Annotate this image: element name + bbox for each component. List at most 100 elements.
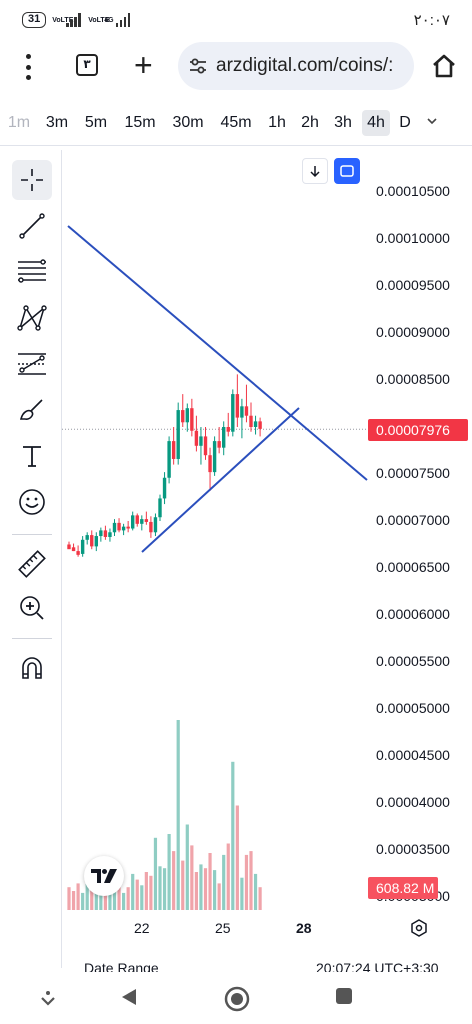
price-axis-label: 0.00007000 bbox=[376, 512, 450, 528]
pattern-icon[interactable] bbox=[12, 298, 52, 338]
candle-body bbox=[85, 535, 89, 540]
crosshair-icon[interactable] bbox=[12, 160, 52, 200]
volume-bar bbox=[76, 883, 80, 910]
candle-body bbox=[131, 515, 135, 529]
candle-body bbox=[171, 441, 176, 459]
network-type: 4G bbox=[104, 16, 114, 24]
candle-body bbox=[258, 421, 262, 429]
drawing-toolbar bbox=[0, 150, 62, 968]
volume-bar bbox=[71, 891, 76, 910]
fib-lines-icon[interactable] bbox=[12, 252, 52, 292]
menu-icon[interactable] bbox=[20, 54, 36, 80]
timeframe-2h[interactable]: 2h bbox=[301, 114, 319, 131]
browser-toolbar: ۳ + arzdigital.com/coins/: bbox=[0, 40, 472, 92]
candle-body bbox=[76, 551, 80, 555]
toolbar-divider bbox=[12, 638, 52, 639]
timeframe-15m[interactable]: 15m bbox=[124, 114, 156, 131]
volume-bar bbox=[103, 887, 107, 910]
candle-body bbox=[240, 406, 244, 418]
toolbar-divider bbox=[12, 534, 52, 535]
volume-bar bbox=[226, 843, 230, 910]
volume-bar bbox=[135, 879, 139, 910]
settings-icon[interactable] bbox=[410, 919, 428, 937]
candle-body bbox=[103, 530, 108, 537]
volume-bar bbox=[181, 860, 185, 910]
volume-bar bbox=[144, 872, 148, 910]
timeframe-3m[interactable]: 3m bbox=[45, 114, 69, 131]
ruler-icon[interactable] bbox=[12, 544, 52, 584]
current-price-tag: 0.00007976 bbox=[368, 419, 468, 441]
status-bar: 31 VoLTE VoLTE 4G ۲۰:۰۷ bbox=[0, 0, 472, 40]
candle-body bbox=[199, 436, 203, 446]
volume-bar bbox=[85, 879, 89, 910]
volume-bar bbox=[122, 892, 126, 910]
price-chart[interactable]: 0.00010500 0.00010000 0.00009500 0.00009000… bbox=[62, 150, 472, 968]
timeframe-1m[interactable]: 1m bbox=[7, 114, 31, 131]
timeframe-45m[interactable]: 45m bbox=[220, 114, 252, 131]
date-range-strip: Date Range 20:07:24 UTC+3:30 bbox=[62, 962, 472, 972]
candle-body bbox=[135, 515, 139, 524]
candle-body bbox=[67, 544, 71, 550]
volume-bar bbox=[199, 864, 203, 910]
fullscreen-button[interactable] bbox=[334, 158, 360, 184]
candle-body bbox=[203, 436, 208, 456]
new-tab-icon[interactable]: + bbox=[134, 47, 153, 83]
url-text: arzdigital.com/coins/: bbox=[216, 55, 394, 76]
clock: ۲۰:۰۷ bbox=[413, 12, 450, 29]
volume-bar bbox=[108, 889, 112, 910]
volume-bar bbox=[112, 877, 117, 910]
candle-body bbox=[94, 536, 98, 547]
recents-icon[interactable] bbox=[334, 986, 354, 1006]
candle-body bbox=[231, 394, 235, 432]
volume-bar bbox=[203, 868, 208, 910]
timeframe-d[interactable]: D bbox=[399, 114, 411, 131]
candle-body bbox=[253, 421, 258, 427]
home-icon[interactable] bbox=[430, 52, 458, 80]
address-bar[interactable]: arzdigital.com/coins/: bbox=[178, 42, 414, 90]
price-axis-label: 0.00005500 bbox=[376, 653, 450, 669]
candle-body bbox=[235, 394, 240, 418]
price-axis-label: 0.00010000 bbox=[376, 230, 450, 246]
timeframe-4h[interactable]: 4h bbox=[362, 110, 390, 136]
volume-bar bbox=[67, 887, 71, 910]
chart-canvas[interactable] bbox=[62, 150, 472, 968]
price-axis-label: 0.00005000 bbox=[376, 700, 450, 716]
zoom-in-icon[interactable] bbox=[12, 588, 52, 628]
candle-body bbox=[181, 410, 185, 423]
chevron-down-icon[interactable] bbox=[425, 114, 439, 128]
candle-body bbox=[108, 532, 112, 537]
magnet-icon[interactable] bbox=[12, 648, 52, 688]
volume-bar bbox=[167, 834, 171, 910]
signal2-icon bbox=[115, 13, 132, 27]
volume-bar bbox=[240, 877, 244, 910]
battery-indicator: 31 bbox=[22, 12, 47, 28]
ascending-trendline bbox=[141, 407, 300, 553]
site-settings-icon[interactable] bbox=[188, 56, 208, 76]
timeframe-5m[interactable]: 5m bbox=[84, 114, 108, 131]
scroll-down-button[interactable] bbox=[302, 158, 328, 184]
candle-body bbox=[126, 526, 130, 529]
tab-switcher-button[interactable]: ۳ bbox=[76, 54, 98, 76]
trend-line-icon[interactable] bbox=[12, 206, 52, 246]
emoji-icon[interactable] bbox=[12, 482, 52, 522]
gesture-hint-icon[interactable] bbox=[38, 988, 58, 1008]
date-range-label[interactable]: Date Range bbox=[84, 962, 159, 972]
volume-bar bbox=[217, 883, 221, 910]
brush-icon[interactable] bbox=[12, 390, 52, 430]
candle-body bbox=[144, 519, 149, 522]
home-nav-icon[interactable] bbox=[224, 986, 250, 1012]
utc-time[interactable]: 20:07:24 UTC+3:30 bbox=[316, 962, 439, 972]
volume-bar bbox=[90, 885, 94, 910]
volume-bar bbox=[185, 824, 189, 910]
volume-bar bbox=[253, 873, 258, 910]
price-axis-label: 0.00006000 bbox=[376, 606, 450, 622]
timeframe-1h[interactable]: 1h bbox=[268, 114, 286, 131]
volume-bar bbox=[194, 872, 198, 910]
timeframe-3h[interactable]: 3h bbox=[334, 114, 352, 131]
text-icon[interactable] bbox=[12, 436, 52, 476]
prediction-icon[interactable] bbox=[12, 344, 52, 384]
volume-bar bbox=[140, 885, 144, 910]
tradingview-logo[interactable] bbox=[84, 856, 124, 896]
back-icon[interactable] bbox=[118, 986, 140, 1008]
timeframe-30m[interactable]: 30m bbox=[172, 114, 204, 131]
